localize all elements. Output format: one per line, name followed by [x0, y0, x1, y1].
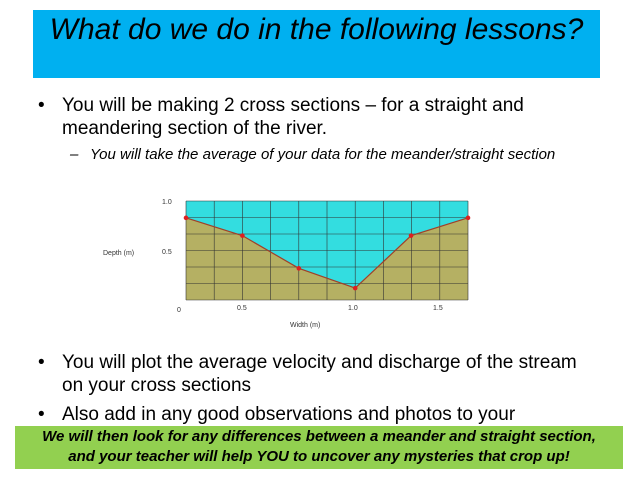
depth-profile-line: [185, 217, 469, 289]
footer-line-1: We will then look for any differences be…: [42, 428, 596, 445]
x-tick-1.0: 1.0: [348, 305, 358, 312]
bullet-dot: •: [38, 352, 45, 373]
x-tick-1.5: 1.5: [433, 305, 443, 312]
data-point: [408, 233, 414, 238]
x-tick-0.5: 0.5: [237, 305, 247, 312]
footer-line-2: and your teacher will help YOU to uncove…: [68, 448, 570, 465]
data-point: [296, 266, 302, 271]
data-point: [465, 215, 471, 221]
cross-section-chart: Depth (m) Width (m) 1.0 0.5 0 0.5 1.0 1.…: [103, 199, 471, 329]
sub-dash: –: [70, 146, 79, 163]
bullet-1: • You will be making 2 cross sections – …: [38, 95, 524, 139]
bullet-dot: •: [38, 404, 45, 425]
slide-title: What do we do in the following lessons?: [49, 13, 584, 46]
footer-band: We will then look for any differences be…: [15, 426, 623, 469]
y-axis-label: Depth (m): [103, 250, 134, 257]
river-bed-area: [186, 217, 468, 300]
data-point: [183, 215, 189, 221]
x-tick-0: 0: [177, 307, 181, 314]
x-axis-label: Width (m): [290, 322, 320, 329]
y-tick-1.0: 1.0: [162, 199, 172, 206]
sub-bullet: – You will take the average of your data…: [70, 146, 556, 163]
data-point: [240, 233, 245, 238]
data-point: [352, 285, 358, 291]
bullet-3: • Also add in any good observations and …: [38, 404, 516, 425]
title-band: What do we do in the following lessons?: [33, 10, 600, 78]
bullet-2: • You will plot the average velocity and…: [38, 352, 577, 396]
y-tick-0.5: 0.5: [162, 249, 172, 256]
bullet-dot: •: [38, 95, 45, 116]
